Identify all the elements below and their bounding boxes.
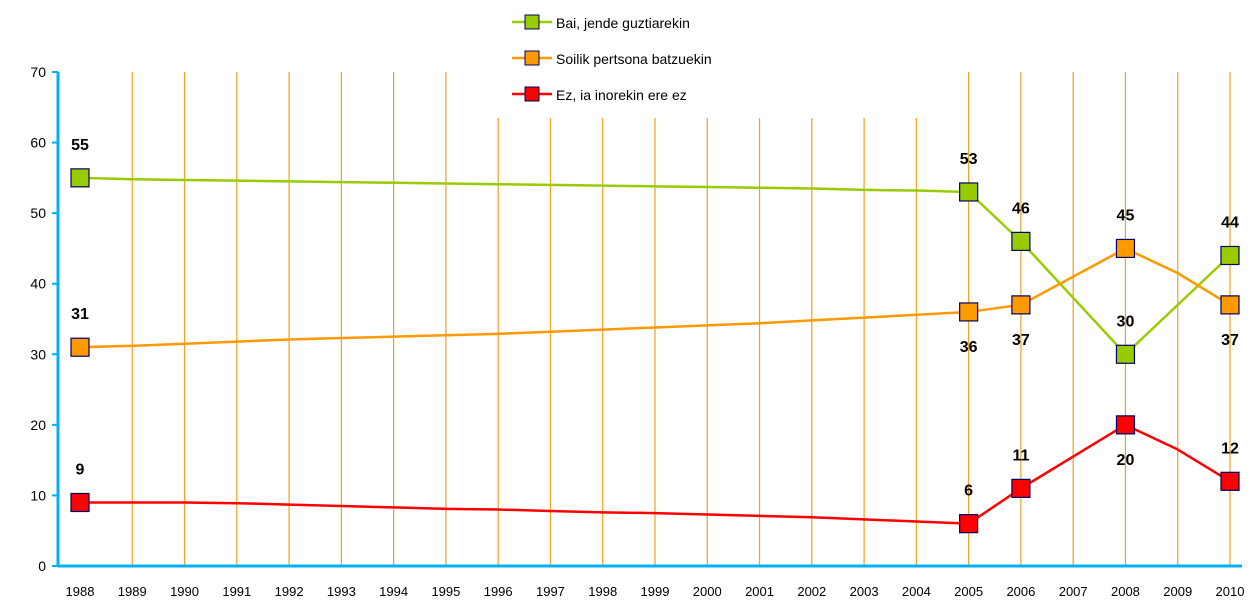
x-tick-label: 1996	[484, 584, 513, 599]
data-label: 36	[960, 339, 978, 356]
x-tick-label: 2009	[1163, 584, 1192, 599]
series-line	[79, 176, 1231, 356]
data-label: 44	[1221, 214, 1239, 231]
series-line	[80, 423, 1231, 525]
data-label: 37	[1221, 332, 1239, 349]
marker	[959, 302, 979, 322]
x-tick-label: 2010	[1216, 584, 1245, 599]
x-tick-label: 2000	[693, 584, 722, 599]
data-label: 6	[964, 483, 973, 500]
x-tick-label: 1997	[536, 584, 565, 599]
marker	[1115, 415, 1136, 435]
marker	[1115, 238, 1136, 259]
x-tick-label: 2002	[797, 584, 826, 599]
data-label: 37	[1012, 332, 1030, 349]
marker	[1220, 295, 1240, 315]
y-tick-label: 20	[30, 417, 46, 433]
data-label: 31	[71, 306, 89, 323]
data-label: 30	[1117, 313, 1135, 330]
y-tick-label: 50	[30, 205, 46, 221]
x-tick-label: 2003	[850, 584, 879, 599]
y-tick-label: 40	[30, 276, 46, 292]
x-tick-label: 2006	[1006, 584, 1035, 599]
data-label: 53	[960, 151, 978, 168]
x-tick-label: 1990	[170, 584, 199, 599]
marker	[1011, 478, 1031, 498]
marker	[1011, 295, 1031, 315]
y-tick-label: 60	[30, 135, 46, 151]
legend-marker	[524, 14, 540, 30]
data-label: 9	[76, 461, 85, 478]
x-tick-label: 2004	[902, 584, 931, 599]
x-tick-label: 1993	[327, 584, 356, 599]
x-tick-label: 1991	[222, 584, 251, 599]
x-tick-label: 1989	[118, 584, 147, 599]
marker	[1011, 231, 1031, 251]
legend-marker	[524, 86, 540, 102]
x-tick-label: 1994	[379, 584, 408, 599]
legend-marker	[524, 50, 540, 66]
marker	[70, 168, 90, 188]
legend: Bai, jende guztiarekin Soilik pertsona ba…	[470, 0, 946, 118]
x-tick-label: 1999	[641, 584, 670, 599]
y-tick-label: 10	[30, 487, 46, 503]
series-line	[79, 247, 1231, 349]
data-label: 11	[1012, 447, 1029, 464]
marker	[1220, 471, 1240, 491]
legend-label: Soilik pertsona batzuekin	[556, 51, 712, 67]
marker	[1220, 245, 1240, 266]
x-tick-label: 1988	[66, 584, 95, 599]
x-tick-label: 1998	[588, 584, 617, 599]
y-tick-label: 0	[38, 558, 46, 574]
x-tick-label: 2001	[745, 584, 774, 599]
marker	[1115, 344, 1136, 364]
x-tick-label: 2008	[1111, 584, 1140, 599]
x-tick-label: 2005	[954, 584, 983, 599]
data-label: 45	[1117, 207, 1135, 224]
data-label: 12	[1221, 440, 1239, 457]
x-tick-label: 2007	[1059, 584, 1088, 599]
marker	[959, 182, 979, 202]
data-label: 55	[71, 137, 89, 154]
y-tick-label: 30	[30, 346, 46, 362]
marker	[959, 514, 979, 534]
x-tick-label: 1995	[431, 584, 460, 599]
data-label: 46	[1012, 200, 1030, 217]
x-tick-label: 1992	[275, 584, 304, 599]
legend-label: Ez, ia inorekin ere ez	[556, 87, 687, 103]
marker	[70, 337, 90, 357]
marker	[70, 492, 90, 513]
y-tick-label: 70	[30, 64, 46, 80]
legend-label: Bai, jende guztiarekin	[556, 15, 690, 31]
data-label: 20	[1117, 452, 1135, 469]
